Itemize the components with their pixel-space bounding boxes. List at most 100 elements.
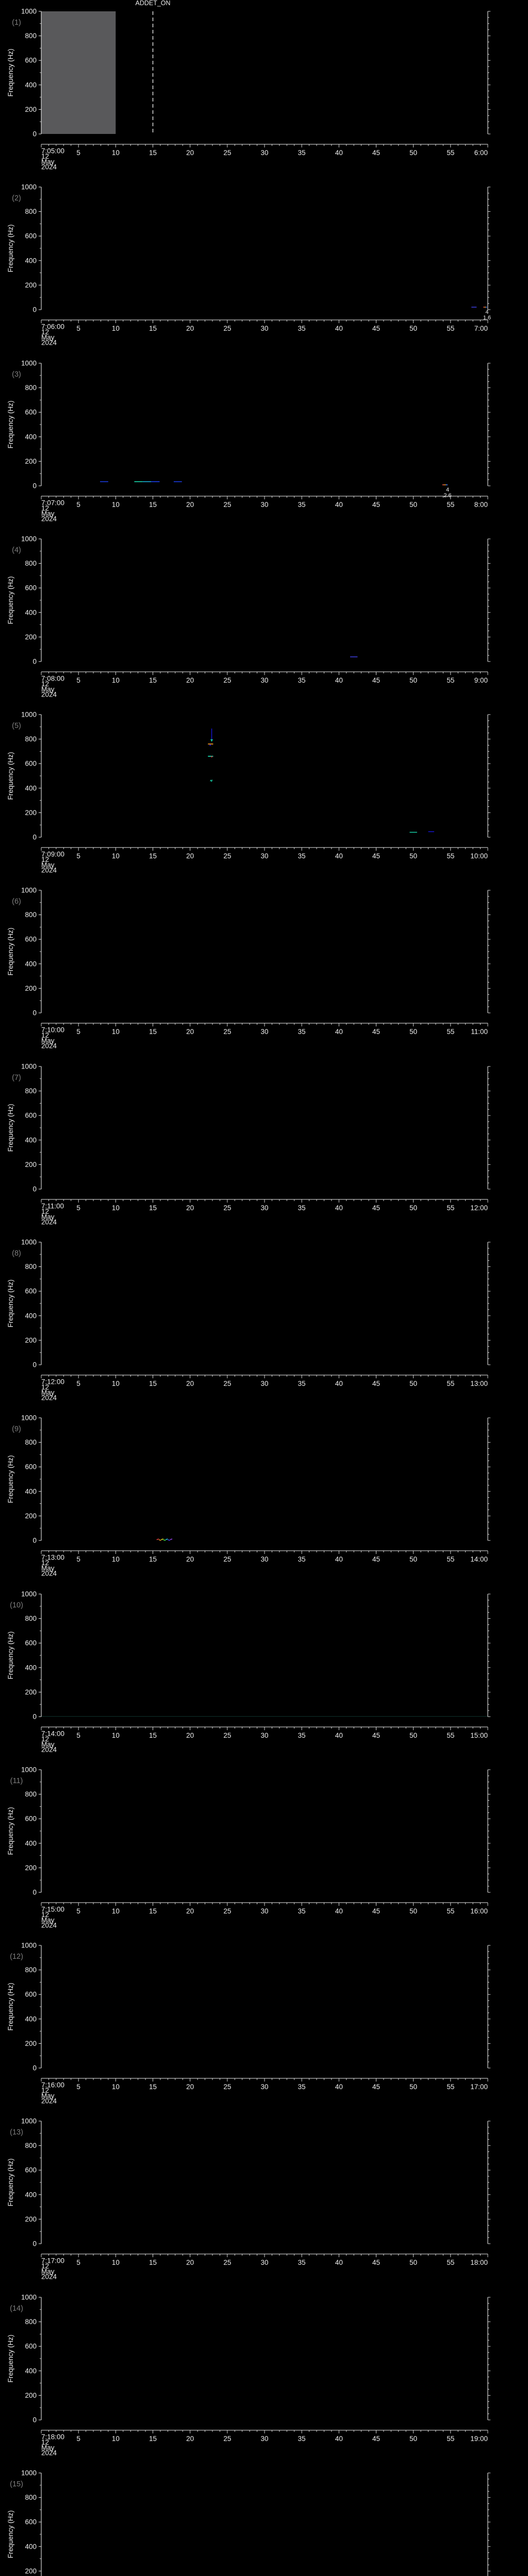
svg-text:25: 25 (223, 2083, 231, 2091)
svg-text:200: 200 (25, 1512, 37, 1520)
svg-text:10: 10 (112, 1204, 120, 1212)
svg-text:400: 400 (25, 1664, 37, 1671)
svg-text:20: 20 (186, 1028, 194, 1036)
svg-text:400: 400 (25, 81, 37, 89)
svg-text:40: 40 (335, 2259, 343, 2266)
svg-text:(5): (5) (12, 722, 21, 730)
svg-text:50: 50 (409, 325, 417, 332)
svg-text:25: 25 (223, 1907, 231, 1915)
svg-text:200: 200 (25, 2215, 37, 2223)
svg-text:50: 50 (409, 2259, 417, 2266)
svg-text:30: 30 (261, 1204, 269, 1212)
svg-text:11:00: 11:00 (471, 1028, 488, 1036)
svg-text:600: 600 (25, 232, 37, 240)
svg-text:0: 0 (33, 306, 37, 314)
svg-text:25: 25 (223, 501, 231, 509)
svg-text:400: 400 (25, 1136, 37, 1144)
svg-text:35: 35 (298, 1380, 306, 1387)
svg-text:50: 50 (409, 2083, 417, 2091)
svg-text:Frequency (Hz): Frequency (Hz) (7, 2510, 14, 2558)
svg-text:0: 0 (33, 1009, 37, 1017)
svg-text:35: 35 (298, 1204, 306, 1212)
svg-text:10: 10 (112, 2259, 120, 2266)
svg-text:Frequency (Hz): Frequency (Hz) (7, 2159, 14, 2207)
svg-text:1000: 1000 (21, 1414, 37, 1422)
svg-text:25: 25 (223, 676, 231, 684)
svg-text:Frequency (Hz): Frequency (Hz) (7, 225, 14, 273)
svg-text:35: 35 (298, 2083, 306, 2091)
svg-text:15: 15 (149, 325, 157, 332)
svg-text:20: 20 (186, 1907, 194, 1915)
svg-text:5: 5 (76, 2435, 80, 2443)
svg-text:800: 800 (25, 2142, 37, 2149)
svg-text:45: 45 (372, 1732, 380, 1739)
svg-text:10: 10 (112, 1732, 120, 1739)
svg-text:800: 800 (25, 2494, 37, 2501)
svg-text:10: 10 (112, 1907, 120, 1915)
svg-text:20: 20 (186, 2435, 194, 2443)
svg-text:40: 40 (335, 325, 343, 332)
svg-text:20: 20 (186, 852, 194, 860)
svg-text:2024: 2024 (41, 2449, 57, 2456)
svg-text:30: 30 (261, 325, 269, 332)
svg-text:5: 5 (76, 149, 80, 157)
svg-text:1000: 1000 (21, 887, 37, 894)
svg-text:55: 55 (447, 1907, 454, 1915)
svg-text:40: 40 (335, 501, 343, 509)
svg-text:400: 400 (25, 784, 37, 792)
svg-text:35: 35 (298, 2435, 306, 2443)
svg-text:15: 15 (149, 2083, 157, 2091)
svg-text:1000: 1000 (21, 535, 37, 543)
svg-text:200: 200 (25, 2392, 37, 2399)
svg-text:25: 25 (223, 1028, 231, 1036)
svg-text:1000: 1000 (21, 1766, 37, 1773)
svg-text:200: 200 (25, 1336, 37, 1344)
svg-text:15: 15 (149, 852, 157, 860)
svg-text:35: 35 (298, 325, 306, 332)
svg-text:45: 45 (372, 149, 380, 157)
svg-text:2024: 2024 (41, 2097, 57, 2105)
svg-text:50: 50 (409, 852, 417, 860)
svg-text:1000: 1000 (21, 2469, 37, 2477)
svg-text:10: 10 (112, 1555, 120, 1563)
svg-text:800: 800 (25, 1966, 37, 1974)
svg-text:10: 10 (112, 325, 120, 332)
svg-text:Frequency (Hz): Frequency (Hz) (7, 1807, 14, 1855)
svg-text:(12): (12) (10, 1953, 23, 1961)
svg-text:55: 55 (447, 2435, 454, 2443)
svg-text:55: 55 (447, 1380, 454, 1387)
svg-text:40: 40 (335, 1732, 343, 1739)
svg-text:(3): (3) (12, 370, 21, 379)
svg-text:9:00: 9:00 (474, 676, 488, 684)
svg-text:45: 45 (372, 2435, 380, 2443)
svg-text:1000: 1000 (21, 183, 37, 191)
svg-text:35: 35 (298, 1028, 306, 1036)
svg-text:Frequency (Hz): Frequency (Hz) (7, 928, 14, 976)
svg-text:1000: 1000 (21, 711, 37, 719)
svg-text:19:00: 19:00 (470, 2435, 488, 2443)
svg-text:15: 15 (149, 149, 157, 157)
svg-text:55: 55 (447, 1555, 454, 1563)
svg-text:10: 10 (112, 149, 120, 157)
svg-text:600: 600 (25, 1287, 37, 1295)
svg-text:(6): (6) (12, 897, 21, 906)
svg-text:800: 800 (25, 1615, 37, 1622)
svg-text:45: 45 (372, 1028, 380, 1036)
svg-text:20: 20 (186, 1732, 194, 1739)
svg-text:800: 800 (25, 911, 37, 919)
svg-text:45: 45 (372, 325, 380, 332)
svg-text:600: 600 (25, 1639, 37, 1647)
svg-text:40: 40 (335, 1907, 343, 1915)
svg-text:55: 55 (447, 501, 454, 509)
svg-text:800: 800 (25, 2318, 37, 2326)
svg-text:400: 400 (25, 608, 37, 616)
svg-text:(13): (13) (10, 2128, 23, 2137)
svg-text:45: 45 (372, 676, 380, 684)
svg-text:30: 30 (261, 676, 269, 684)
svg-text:40: 40 (335, 2083, 343, 2091)
svg-text:5: 5 (76, 1907, 80, 1915)
svg-text:40: 40 (335, 1380, 343, 1387)
svg-text:15:00: 15:00 (470, 1732, 488, 1739)
svg-text:50: 50 (409, 1204, 417, 1212)
svg-text:(8): (8) (12, 1249, 21, 1258)
